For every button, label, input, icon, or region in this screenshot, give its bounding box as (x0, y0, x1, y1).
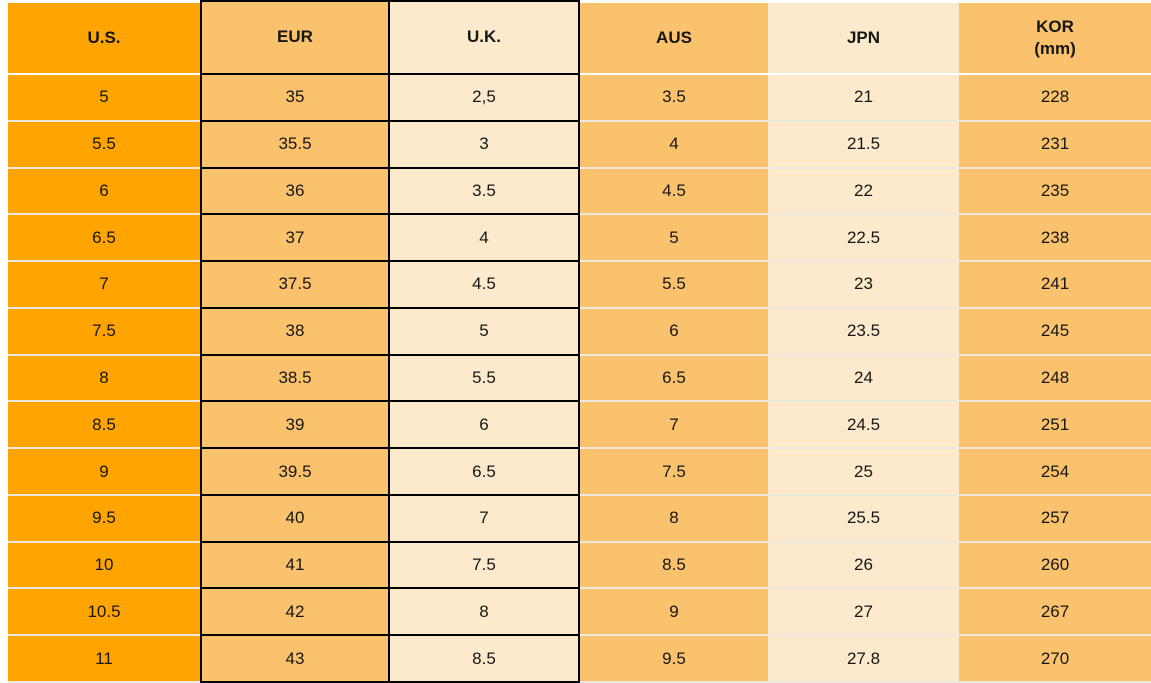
table-cell: 8 (390, 589, 580, 637)
table-cell: 27.8 (768, 636, 959, 683)
table-cell: 254 (959, 449, 1151, 496)
column-header-label: U.K. (467, 27, 501, 47)
table-cell: 238 (959, 215, 1151, 263)
table-cell: 2,5 (390, 75, 580, 122)
table-cell: 4.5 (390, 262, 580, 309)
table-cell: 38.5 (200, 355, 390, 403)
table-cell: 42 (200, 589, 390, 637)
column-header-jpn: JPN (768, 0, 959, 75)
table-cell: 35.5 (200, 121, 390, 169)
table-cell: 270 (959, 636, 1151, 683)
table-cell: 245 (959, 308, 1151, 356)
column-header-eur: EUR (200, 0, 390, 75)
table-cell: 40 (200, 495, 390, 543)
column-header-label: AUS (656, 27, 692, 47)
column-header-label: EUR (277, 27, 313, 47)
table-cell: 6.5 (390, 449, 580, 496)
table-cell: 257 (959, 495, 1151, 543)
table-cell: 8.5 (8, 402, 200, 450)
table-cell: 37.5 (200, 262, 390, 309)
table-cell: 9 (580, 589, 768, 637)
table-cell: 8.5 (580, 542, 768, 590)
table-cell: 8 (580, 495, 768, 543)
column-header-label: JPN (846, 27, 881, 47)
table-cell: 37 (200, 215, 390, 263)
table-cell: 235 (959, 168, 1151, 216)
table-cell: 267 (959, 589, 1151, 637)
table-cell: 3 (390, 121, 580, 169)
table-cell: 6.5 (580, 355, 768, 403)
table-cell: 25 (768, 449, 959, 496)
table-cell: 3.5 (580, 75, 768, 122)
table-cell: 5 (580, 215, 768, 263)
table-cell: 5.5 (8, 121, 200, 169)
table-cell: 7 (580, 402, 768, 450)
table-cell: 260 (959, 542, 1151, 590)
table-cell: 22.5 (768, 215, 959, 263)
column-header-u-s: U.S. (8, 0, 200, 75)
table-cell: 38 (200, 308, 390, 356)
column-header-kor-mm: KOR (mm) (959, 0, 1151, 75)
table-cell: 25.5 (768, 495, 959, 543)
table-cell: 8 (8, 355, 200, 403)
column-header-label: U.S. (87, 27, 121, 47)
table-cell: 3.5 (390, 168, 580, 216)
table-cell: 9 (8, 449, 200, 496)
table-cell: 23.5 (768, 308, 959, 356)
table-cell: 5.5 (580, 262, 768, 309)
table-cell: 39 (200, 402, 390, 450)
table-cell: 24 (768, 355, 959, 403)
table-cell: 231 (959, 121, 1151, 169)
column-header-label: (mm) (1034, 39, 1076, 58)
size-conversion-table: U.S. EUR U.K. AUS JPN KOR (mm) 5 35 2,5 3.5 21 228 5.… (8, 0, 1151, 683)
table-cell: 5 (8, 75, 200, 122)
table-cell: 26 (768, 542, 959, 590)
table-cell: 5.5 (390, 355, 580, 403)
table-cell: 10.5 (8, 589, 200, 637)
table-cell: 21.5 (768, 121, 959, 169)
table-cell: 4.5 (580, 168, 768, 216)
table-cell: 6 (580, 308, 768, 356)
table-cell: 6 (8, 168, 200, 216)
table-cell: 21 (768, 75, 959, 122)
table-cell: 7.5 (8, 308, 200, 356)
column-header-u-k: U.K. (390, 0, 580, 75)
table-cell: 41 (200, 542, 390, 590)
table-cell: 7 (390, 495, 580, 543)
table-cell: 248 (959, 355, 1151, 403)
table-cell: 39.5 (200, 449, 390, 496)
column-header-label: KOR (1036, 16, 1074, 36)
table-cell: 11 (8, 636, 200, 683)
table-cell: 5 (390, 308, 580, 356)
column-header-aus: AUS (580, 0, 768, 75)
table-cell: 8.5 (390, 636, 580, 683)
table-cell: 22 (768, 168, 959, 216)
table-cell: 6.5 (8, 215, 200, 263)
table-cell: 27 (768, 589, 959, 637)
table-cell: 35 (200, 75, 390, 122)
table-cell: 36 (200, 168, 390, 216)
table-cell: 43 (200, 636, 390, 683)
table-cell: 10 (8, 542, 200, 590)
table-cell: 251 (959, 402, 1151, 450)
table-cell: 228 (959, 75, 1151, 122)
table-cell: 9.5 (8, 495, 200, 543)
table-cell: 24.5 (768, 402, 959, 450)
table-cell: 9.5 (580, 636, 768, 683)
table-cell: 7.5 (390, 542, 580, 590)
table-cell: 241 (959, 262, 1151, 309)
table-cell: 7.5 (580, 449, 768, 496)
table-cell: 4 (390, 215, 580, 263)
table-cell: 6 (390, 402, 580, 450)
table-cell: 23 (768, 262, 959, 309)
table-cell: 7 (8, 262, 200, 309)
table-cell: 4 (580, 121, 768, 169)
